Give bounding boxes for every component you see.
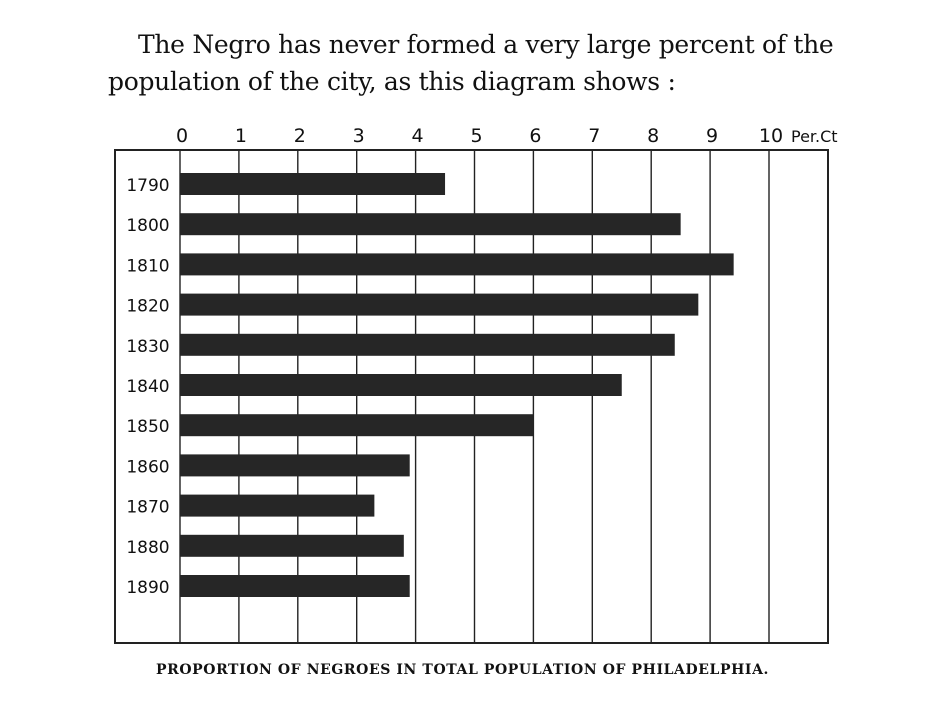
bar-1890 [180, 575, 410, 597]
chart-frame [114, 149, 829, 644]
category-label-1800: 1800 [126, 216, 169, 236]
category-label-1830: 1830 [126, 337, 169, 357]
bar-1790 [180, 173, 446, 195]
x-unit-label: Per.Ct [791, 127, 838, 146]
category-label-1870: 1870 [126, 498, 169, 518]
x-tick-label-9: 9 [706, 125, 718, 147]
intro-paragraph: The Negro has never formed a very large … [108, 26, 868, 100]
category-label-1790: 1790 [126, 176, 169, 196]
bar-1810 [180, 253, 734, 276]
bar-1840 [180, 374, 622, 396]
x-tick-label-2: 2 [294, 125, 306, 147]
category-label-1860: 1860 [126, 457, 169, 477]
x-tick-label-4: 4 [412, 125, 424, 147]
x-tick-label-0: 0 [176, 125, 188, 147]
category-label-1810: 1810 [126, 256, 169, 276]
bar-1860 [180, 454, 410, 477]
category-label-1880: 1880 [126, 538, 169, 558]
x-tick-label-10: 10 [759, 125, 783, 147]
bar-1820 [180, 293, 699, 316]
category-label-1890: 1890 [126, 578, 169, 598]
category-label-1820: 1820 [126, 297, 169, 317]
x-tick-label-7: 7 [588, 125, 600, 147]
x-tick-label-8: 8 [647, 125, 659, 147]
category-label-1840: 1840 [126, 377, 169, 397]
x-tick-label-3: 3 [353, 125, 365, 147]
category-label-1850: 1850 [126, 417, 169, 437]
chart-title: PROPORTION OF NEGROES IN TOTAL POPULATIO… [155, 662, 770, 678]
bar-1830 [180, 333, 675, 356]
bar-1850 [180, 414, 534, 437]
intro-line-1: The Negro has never formed a very large … [138, 30, 834, 59]
bar-1870 [180, 494, 375, 517]
bar-1880 [180, 534, 404, 557]
x-tick-label-5: 5 [470, 125, 482, 147]
x-tick-label-6: 6 [529, 125, 541, 147]
bar-1800 [180, 213, 681, 236]
intro-line-2: population of the city, as this diagram … [108, 67, 676, 96]
x-tick-label-1: 1 [235, 125, 247, 147]
